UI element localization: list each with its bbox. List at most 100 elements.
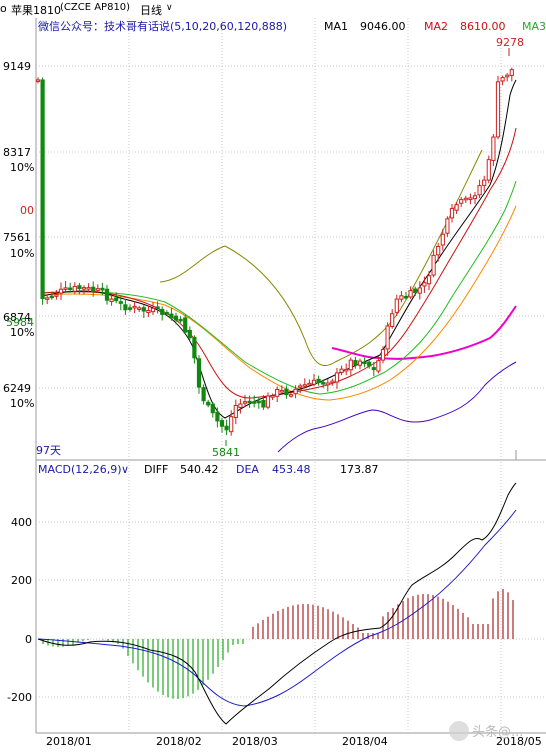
candle-body — [35, 79, 41, 82]
candle-body — [505, 74, 510, 78]
candle-body — [183, 317, 188, 333]
watermark-text: 头条@... — [472, 724, 523, 740]
time-tick: 2018/01 — [46, 735, 92, 748]
candle-body — [58, 288, 64, 294]
candle-body — [408, 290, 413, 298]
watermark: 头条@... — [449, 721, 523, 741]
macd-value: 173.87 — [340, 463, 379, 476]
candle-body — [86, 287, 91, 290]
days-label: 97天 — [36, 444, 61, 457]
macd-tick: -200 — [7, 691, 32, 704]
ma1-label: MA1 — [324, 20, 348, 33]
candle-body — [155, 306, 160, 309]
candle-body — [316, 378, 321, 384]
ma1-value: 9046.00 — [360, 20, 406, 33]
candle-body — [362, 361, 367, 365]
left-red-value: 00 — [20, 204, 34, 217]
ma3-label: MA3 — [522, 20, 546, 33]
candle-body — [77, 285, 82, 289]
candle-body — [509, 69, 514, 76]
candle-body — [238, 403, 243, 408]
price-tick: 6249 — [3, 382, 31, 395]
candle-body — [95, 288, 100, 291]
time-tick: 2018/03 — [232, 735, 278, 748]
candle-body — [261, 399, 266, 408]
candle-body — [431, 254, 436, 276]
price-tick: 9149 — [3, 60, 31, 73]
candle-body — [348, 359, 353, 371]
diff-value: 540.42 — [180, 463, 219, 476]
candle-body — [380, 349, 386, 361]
candle-body — [206, 401, 211, 406]
candle-body — [100, 287, 105, 291]
time-tick: 2018/02 — [156, 735, 202, 748]
candle-body — [298, 385, 303, 388]
ma2-line — [41, 127, 517, 399]
candle-body — [63, 287, 68, 290]
macd-lines — [37, 482, 517, 725]
candle-body — [160, 308, 165, 315]
candle-body — [353, 360, 358, 366]
candle-body — [477, 185, 482, 196]
candle-body — [196, 358, 202, 388]
ma6-line — [277, 361, 517, 453]
candle-body — [192, 336, 197, 359]
candle-body — [210, 403, 215, 414]
candle-body — [325, 382, 330, 386]
ma1-line — [41, 79, 517, 419]
ma4-line — [41, 205, 517, 401]
candle-body — [284, 388, 289, 396]
ma-legend: 微信公众号：技术哥有话说(5,10,20,60,120,888) MA1 904… — [38, 19, 546, 33]
macd-tick: 200 — [11, 574, 32, 587]
macd-histogram — [42, 589, 514, 699]
candle-body — [81, 287, 87, 290]
macd-axis: 400 200 0 -200 — [7, 516, 32, 704]
dea-label: DEA — [236, 463, 259, 476]
candlesticks — [35, 67, 514, 436]
candle-body — [357, 360, 363, 366]
candle-body — [390, 313, 395, 327]
candle-body — [91, 286, 96, 292]
candle-body — [150, 307, 156, 313]
candle-body — [321, 382, 326, 385]
candle-body — [307, 382, 312, 386]
candle-body — [54, 294, 59, 297]
candle-body — [339, 368, 344, 373]
ma2-value: 8610.00 — [460, 20, 506, 33]
candle-body — [449, 207, 455, 219]
candle-body — [426, 275, 432, 285]
ma5-line — [331, 305, 517, 360]
macd-title: MACD(12,26,9) — [38, 463, 122, 476]
candle-body — [141, 307, 146, 312]
candle-body — [178, 318, 183, 322]
candle-body — [104, 288, 110, 301]
candle-body — [127, 307, 133, 310]
price-tick-pct: 10% — [10, 161, 34, 174]
macd-tick: 400 — [11, 516, 32, 529]
price-tick-pct: 10% — [10, 326, 34, 339]
ma2-label: MA2 — [424, 20, 448, 33]
candle-body — [403, 295, 409, 299]
instrument-name[interactable]: 苹果1810 — [11, 4, 61, 17]
grid-lines — [36, 18, 546, 733]
candle-body — [367, 361, 372, 367]
candle-body — [344, 368, 349, 372]
candle-body — [270, 395, 275, 398]
indicator-title: 微信公众号：技术哥有话说(5,10,20,60,120,888) — [38, 19, 287, 33]
period-selector[interactable]: 日线 — [140, 4, 162, 17]
candle-body — [413, 288, 418, 293]
candle-body — [459, 199, 464, 204]
macd-legend: MACD(12,26,9) ∨ DIFF 540.42 DEA 453.48 1… — [38, 463, 379, 476]
candle-body — [49, 295, 54, 299]
candle-body — [486, 159, 491, 181]
price-tick: 7561 — [3, 231, 31, 244]
candle-body — [114, 297, 119, 302]
candle-body — [482, 179, 487, 186]
candle-body — [252, 401, 257, 404]
instrument-code: (CZCE AP810) — [60, 2, 131, 13]
candle-body — [422, 282, 427, 287]
chevron-down-icon[interactable]: ∨ — [166, 3, 173, 13]
chevron-down-icon[interactable]: ∨ — [121, 463, 129, 476]
window-titlebar: o 苹果1810 (CZCE AP810) 日线 ∨ — [0, 0, 546, 18]
